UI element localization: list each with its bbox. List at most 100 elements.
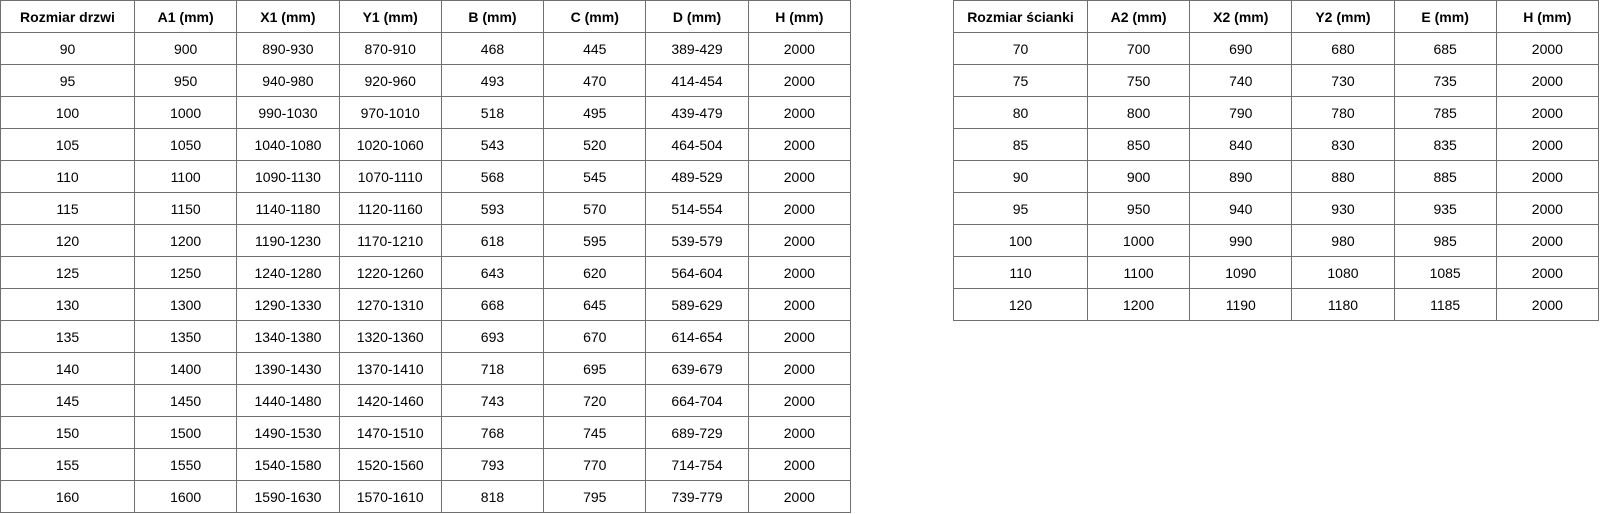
table-cell: 750 (1086, 64, 1191, 97)
table-cell: 1090-1130 (236, 160, 340, 193)
table-cell: 1090 (1189, 256, 1293, 289)
table-cell: 618 (440, 224, 545, 257)
table-cell: 100 (0, 96, 135, 129)
table-cell: 695 (543, 352, 647, 385)
table-cell: 2000 (747, 480, 852, 513)
table-cell: 150 (0, 416, 135, 449)
table-cell: 1350 (133, 320, 238, 353)
column-header: Y2 (mm) (1291, 0, 1395, 33)
table-cell: 1085 (1393, 256, 1497, 289)
table-row: 160 1600 1590-1630 1570-1610 818 795 739-779 20… (0, 480, 852, 513)
table-cell: 1100 (133, 160, 238, 193)
table-cell: 464-504 (645, 128, 749, 161)
table-cell: 835 (1393, 128, 1497, 161)
table-cell: 2000 (1495, 32, 1600, 65)
table-cell: 468 (440, 32, 545, 65)
table-cell: 95 (0, 64, 135, 97)
table-cell: 2000 (1495, 256, 1600, 289)
table-cell: 818 (440, 480, 545, 513)
table-cell: 935 (1393, 192, 1497, 225)
table-cell: 589-629 (645, 288, 749, 321)
table-cell: 840 (1189, 128, 1293, 161)
table-cell: 1240-1280 (236, 256, 340, 289)
table-cell: 568 (440, 160, 545, 193)
table-cell: 980 (1291, 224, 1395, 257)
table-cell: 2000 (1495, 64, 1600, 97)
table-cell: 685 (1393, 32, 1497, 65)
table-row: 115 1150 1140-1180 1120-1160 593 570 514-554 20… (0, 192, 852, 225)
table-cell: 870-910 (338, 32, 442, 65)
table-row: 120 1200 1190 1180 1185 2000 (953, 288, 1600, 321)
table-row: 90 900 890 880 885 2000 (953, 160, 1600, 193)
table-cell: 614-654 (645, 320, 749, 353)
table-cell: 75 (953, 64, 1088, 97)
table-row: 135 1350 1340-1380 1320-1360 693 670 614-654 20… (0, 320, 852, 353)
table-cell: 2000 (747, 32, 852, 65)
table-cell: 1490-1530 (236, 416, 340, 449)
table-cell: 890 (1189, 160, 1293, 193)
table-cell: 1450 (133, 384, 238, 417)
table-cell: 890-930 (236, 32, 340, 65)
table-cell: 745 (543, 416, 647, 449)
table-cell: 740 (1189, 64, 1293, 97)
table-cell: 489-529 (645, 160, 749, 193)
table-cell: 2000 (747, 64, 852, 97)
table-cell: 493 (440, 64, 545, 97)
table-cell: 140 (0, 352, 135, 385)
table-cell: 570 (543, 192, 647, 225)
table-cell: 2000 (1495, 128, 1600, 161)
table-cell: 2000 (747, 192, 852, 225)
table-cell: 689-729 (645, 416, 749, 449)
table-row: 95 950 940 930 935 2000 (953, 192, 1600, 225)
column-header: C (mm) (543, 0, 647, 33)
table-row: 145 1450 1440-1480 1420-1460 743 720 664-704 20… (0, 384, 852, 417)
table-cell: 439-479 (645, 96, 749, 129)
table-header-row: Rozmiar drzwi A1 (mm) X1 (mm) Y1 (mm) B (mm)… (0, 0, 852, 33)
table-cell: 445 (543, 32, 647, 65)
column-header: D (mm) (645, 0, 749, 33)
table-cell: 1320-1360 (338, 320, 442, 353)
column-header: X1 (mm) (236, 0, 340, 33)
table-cell: 730 (1291, 64, 1395, 97)
table-cell: 743 (440, 384, 545, 417)
table-cell: 700 (1086, 32, 1191, 65)
table-cell: 1050 (133, 128, 238, 161)
table-cell: 1250 (133, 256, 238, 289)
table-row: 125 1250 1240-1280 1220-1260 643 620 564-604 20… (0, 256, 852, 289)
table-header-row: Rozmiar ścianki A2 (mm) X2 (mm) Y2 (mm) E (m… (953, 0, 1600, 33)
table-cell: 389-429 (645, 32, 749, 65)
table-cell: 690 (1189, 32, 1293, 65)
table-cell: 900 (1086, 160, 1191, 193)
table-cell: 1290-1330 (236, 288, 340, 321)
table-cell: 885 (1393, 160, 1497, 193)
column-header: A1 (mm) (133, 0, 238, 33)
table-cell: 1000 (133, 96, 238, 129)
table-cell: 693 (440, 320, 545, 353)
table-cell: 145 (0, 384, 135, 417)
table-cell: 470 (543, 64, 647, 97)
table-cell: 1550 (133, 448, 238, 481)
table-cell: 714-754 (645, 448, 749, 481)
table-cell: 539-579 (645, 224, 749, 257)
table-cell: 718 (440, 352, 545, 385)
table-cell: 1390-1430 (236, 352, 340, 385)
table-cell: 770 (543, 448, 647, 481)
table-cell: 950 (1086, 192, 1191, 225)
table-cell: 1080 (1291, 256, 1395, 289)
table-cell: 668 (440, 288, 545, 321)
table-cell: 514-554 (645, 192, 749, 225)
table-cell: 120 (0, 224, 135, 257)
table-cell: 645 (543, 288, 647, 321)
table-cell: 1500 (133, 416, 238, 449)
table-row: 90 900 890-930 870-910 468 445 389-429 2000 (0, 32, 852, 65)
table-cell: 1200 (1086, 288, 1191, 321)
table-cell: 1190-1230 (236, 224, 340, 257)
table-cell: 160 (0, 480, 135, 513)
table-cell: 1370-1410 (338, 352, 442, 385)
table-cell: 739-779 (645, 480, 749, 513)
table-cell: 2000 (747, 128, 852, 161)
table-cell: 970-1010 (338, 96, 442, 129)
table-cell: 940-980 (236, 64, 340, 97)
column-header: H (mm) (747, 0, 852, 33)
table-row: 120 1200 1190-1230 1170-1210 618 595 539-579 20… (0, 224, 852, 257)
